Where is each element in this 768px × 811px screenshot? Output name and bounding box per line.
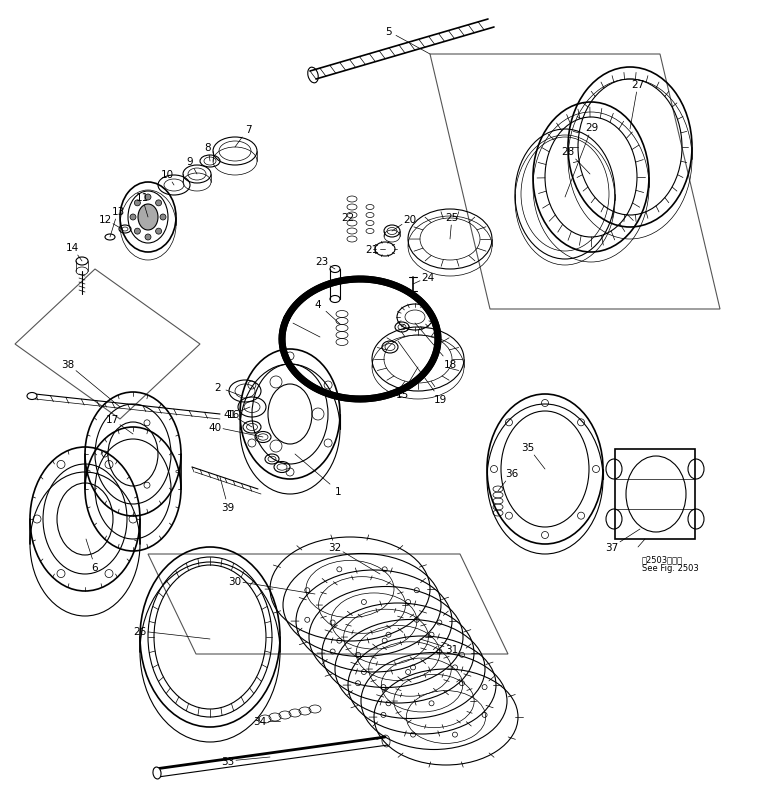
- Text: 24: 24: [422, 272, 435, 283]
- Ellipse shape: [160, 215, 166, 221]
- Text: 15: 15: [396, 389, 409, 400]
- Ellipse shape: [145, 195, 151, 201]
- Text: 37: 37: [605, 543, 619, 552]
- Text: 20: 20: [403, 215, 416, 225]
- Text: 1: 1: [335, 487, 341, 496]
- Text: 10: 10: [161, 169, 174, 180]
- Text: 34: 34: [253, 716, 266, 726]
- Text: 21: 21: [366, 245, 379, 255]
- Text: 29: 29: [585, 122, 598, 133]
- Text: 4: 4: [315, 299, 321, 310]
- Text: 2: 2: [215, 383, 221, 393]
- Text: 9: 9: [187, 157, 194, 167]
- Ellipse shape: [130, 215, 136, 221]
- Text: 第2503図参照: 第2503図参照: [642, 554, 683, 564]
- Text: 19: 19: [433, 394, 447, 405]
- Text: 22: 22: [341, 212, 355, 223]
- Text: 17: 17: [105, 414, 118, 424]
- Text: 6: 6: [91, 562, 98, 573]
- Text: 7: 7: [245, 125, 251, 135]
- Text: 30: 30: [228, 577, 242, 586]
- Text: 11: 11: [135, 193, 149, 203]
- Ellipse shape: [134, 200, 141, 207]
- Text: 36: 36: [505, 469, 518, 478]
- Text: 38: 38: [61, 359, 74, 370]
- Ellipse shape: [134, 229, 141, 235]
- Text: 33: 33: [221, 756, 235, 766]
- Text: 26: 26: [134, 626, 147, 636]
- Ellipse shape: [138, 204, 158, 230]
- Ellipse shape: [156, 229, 161, 235]
- Text: 39: 39: [221, 502, 235, 513]
- Ellipse shape: [76, 258, 88, 266]
- Text: 12: 12: [98, 215, 111, 225]
- Text: 18: 18: [443, 359, 457, 370]
- Text: 28: 28: [561, 147, 574, 157]
- Ellipse shape: [27, 393, 37, 400]
- Text: 14: 14: [65, 242, 78, 253]
- Ellipse shape: [145, 234, 151, 241]
- Ellipse shape: [153, 767, 161, 779]
- Text: 41: 41: [223, 410, 237, 419]
- Text: 23: 23: [316, 257, 329, 267]
- Text: 16: 16: [227, 410, 240, 419]
- Text: 31: 31: [445, 644, 458, 654]
- Text: 40: 40: [208, 423, 221, 432]
- Text: 8: 8: [205, 143, 211, 152]
- Text: 32: 32: [329, 543, 342, 552]
- Text: 3: 3: [282, 315, 288, 324]
- Ellipse shape: [156, 200, 161, 207]
- Text: 25: 25: [445, 212, 458, 223]
- Text: 5: 5: [385, 27, 392, 37]
- Text: 27: 27: [631, 80, 644, 90]
- Text: See Fig. 2503: See Fig. 2503: [642, 564, 699, 573]
- Text: 35: 35: [521, 443, 535, 453]
- Text: 13: 13: [111, 207, 124, 217]
